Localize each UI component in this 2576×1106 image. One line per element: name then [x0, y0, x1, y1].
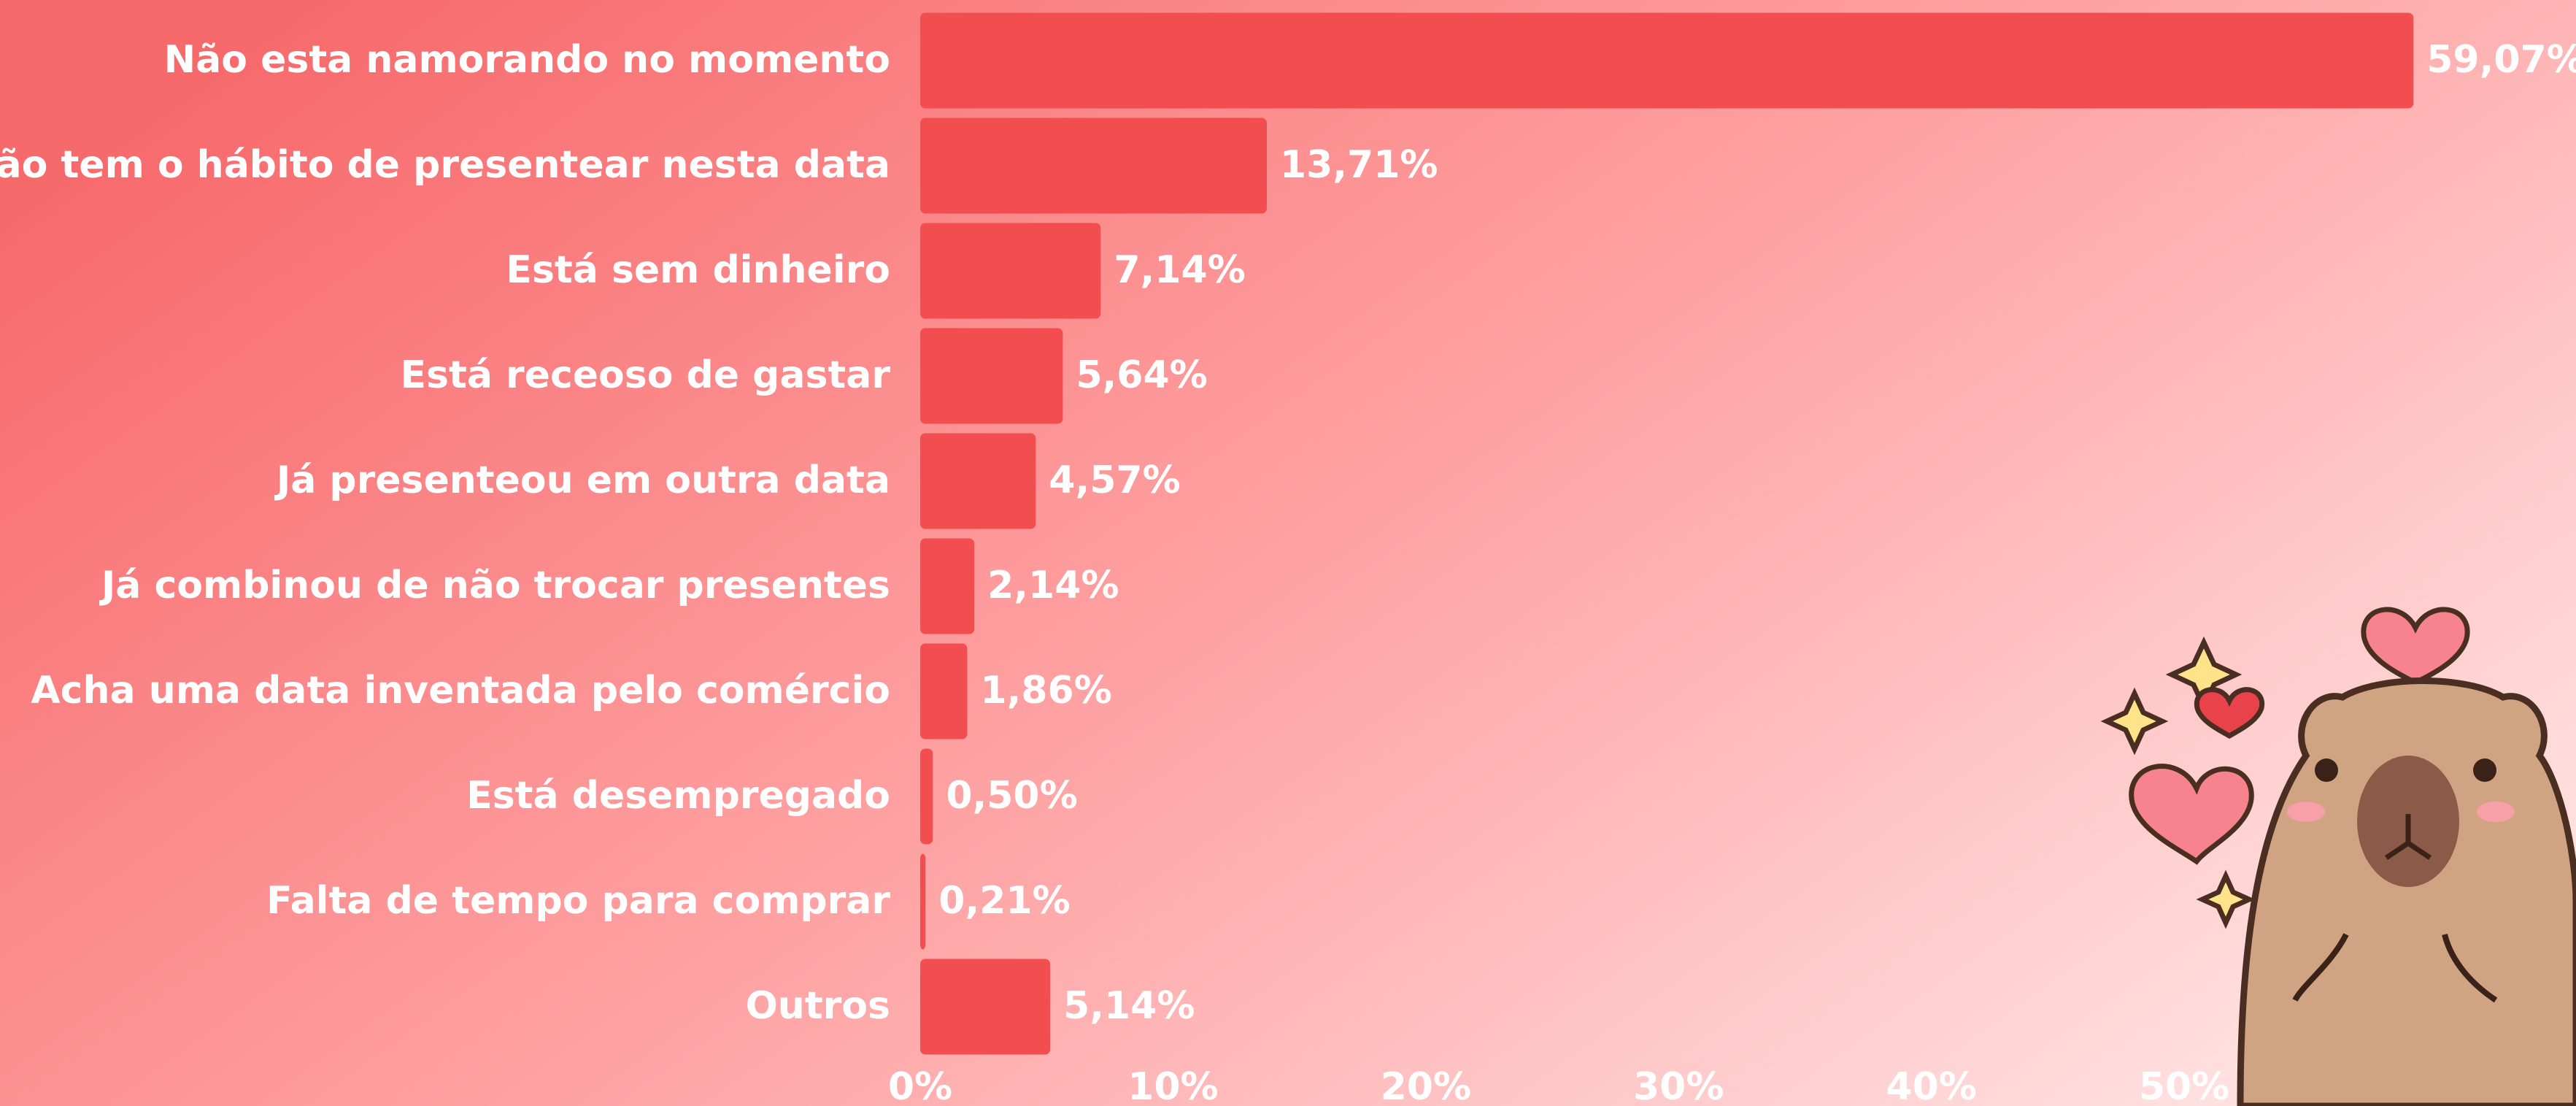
- category-label: Está receoso de gastar: [401, 353, 891, 397]
- x-tick-label: 0%: [888, 1065, 952, 1106]
- x-tick-label: 30%: [1633, 1065, 1724, 1106]
- value-label: 2,14%: [987, 564, 1119, 607]
- page: 0% 10% 20% 30% 40% 50% Não esta namorando no m…: [0, 0, 2576, 1106]
- bar: [920, 854, 925, 950]
- category-label: Já presenteou em outra data: [274, 458, 890, 502]
- x-tick-label: 20%: [1381, 1065, 1471, 1106]
- value-label: 4,57%: [1049, 458, 1180, 502]
- bar: [920, 749, 933, 845]
- category-label: Está sem dinheiro: [506, 248, 890, 292]
- bar: [920, 223, 1100, 319]
- bar: [920, 13, 2413, 109]
- chart: 0% 10% 20% 30% 40% 50% Não esta namorando no m…: [0, 0, 2576, 1106]
- x-tick-label: 40%: [1886, 1065, 1976, 1106]
- value-label: 5,64%: [1076, 353, 1207, 397]
- category-label: Outros: [746, 984, 890, 1028]
- x-tick-label: 50%: [2139, 1065, 2229, 1106]
- category-label: Não esta namorando no momento: [164, 38, 890, 82]
- category-label: Falta de tempo para comprar: [266, 879, 890, 923]
- value-label: 0,50%: [946, 774, 1077, 818]
- category-label: Acha uma data inventada pelo comércio: [31, 669, 890, 713]
- value-label: 0,21%: [938, 879, 1070, 923]
- bar: [920, 434, 1036, 529]
- value-label: 1,86%: [980, 669, 1111, 713]
- value-label: 5,14%: [1063, 984, 1195, 1028]
- bar: [920, 118, 1267, 214]
- bar: [920, 329, 1063, 424]
- x-tick-label: 10%: [1127, 1065, 1218, 1106]
- bar: [920, 539, 974, 634]
- value-label: 59,07%: [2426, 38, 2576, 82]
- bar: [920, 959, 1050, 1055]
- bar: [920, 644, 967, 740]
- category-label: Já combinou de não trocar presentes: [99, 564, 890, 607]
- value-label: 13,71%: [1280, 143, 1438, 187]
- value-label: 7,14%: [1114, 248, 1245, 292]
- category-label: Não tem o hábito de presentear nesta dat…: [0, 143, 890, 187]
- category-label: Está desempregado: [466, 774, 890, 818]
